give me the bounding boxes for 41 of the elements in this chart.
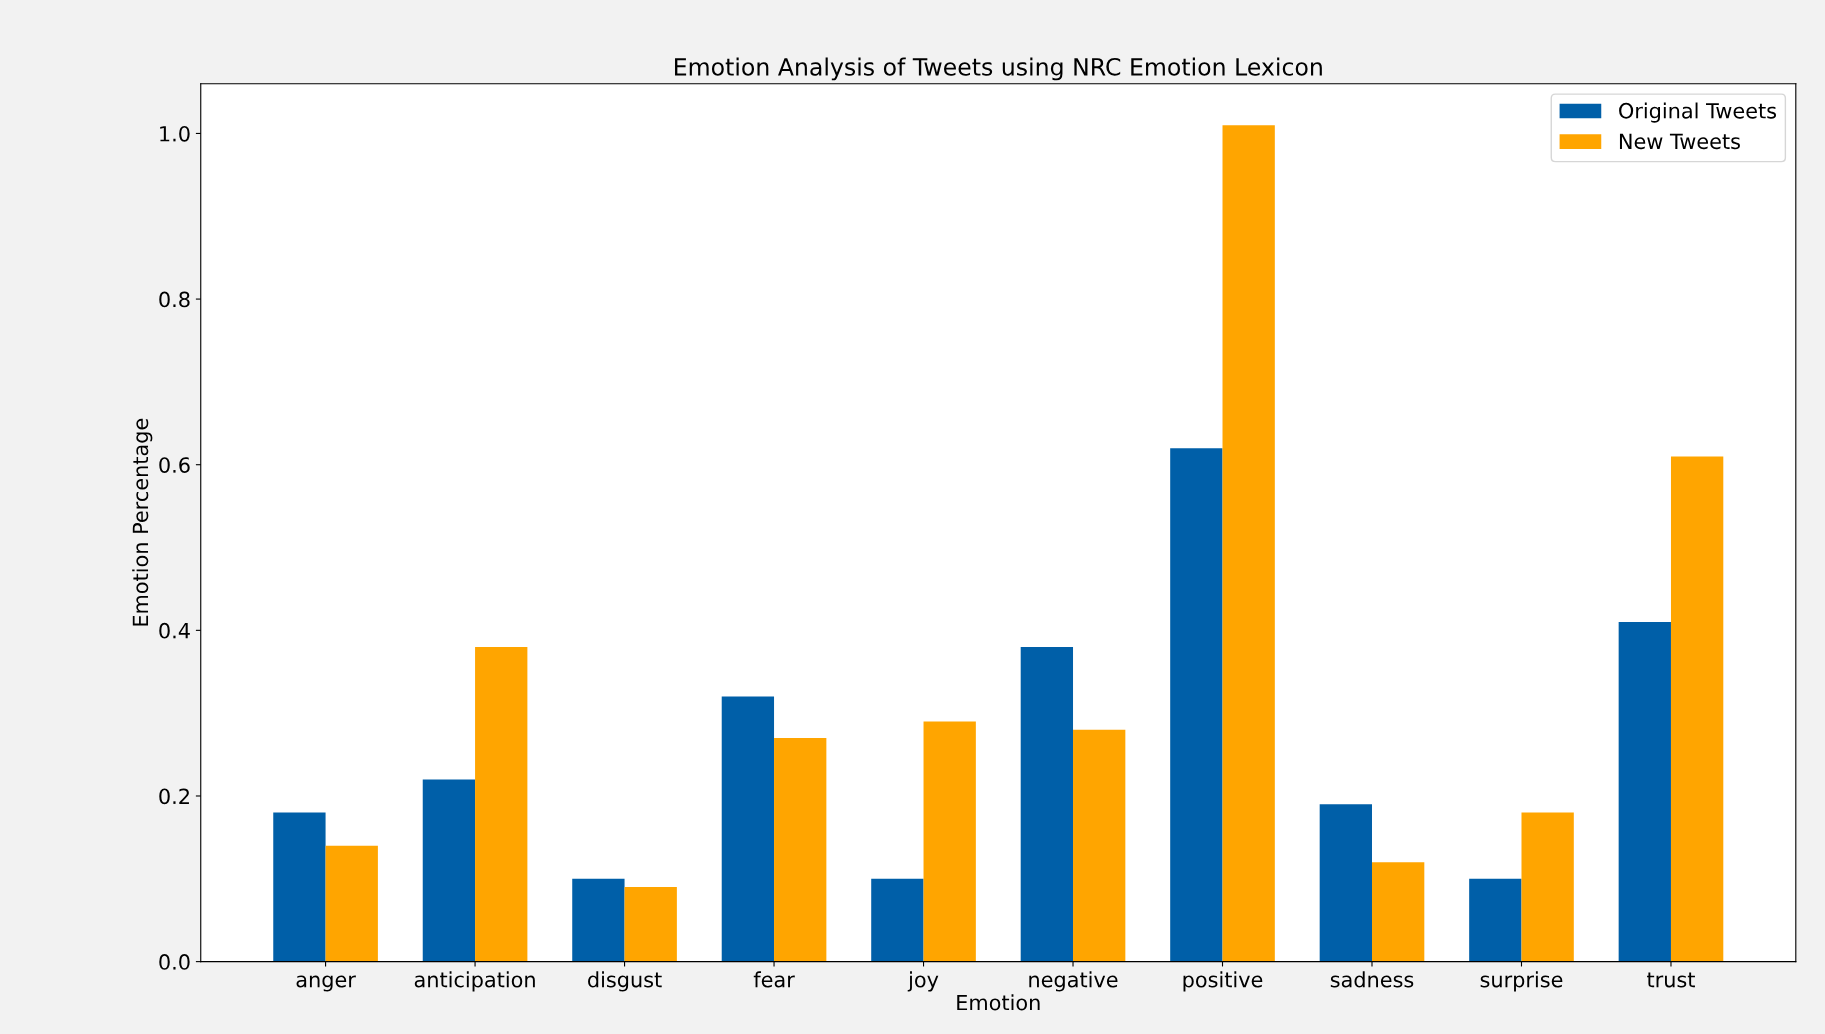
bar xyxy=(1073,729,1126,962)
bar xyxy=(475,646,528,962)
y-tick-label: 0.0 xyxy=(159,954,190,970)
bar xyxy=(1469,878,1522,962)
bar xyxy=(721,696,775,962)
x-tick-label: negative xyxy=(1029,971,1118,992)
y-tick-label: 0.8 xyxy=(159,291,190,308)
x-tick-label: anger xyxy=(296,975,356,992)
bar xyxy=(1319,804,1372,962)
bar xyxy=(624,887,677,962)
x-tick-label: positive xyxy=(1183,971,1263,992)
y-tick-label: 1.0 xyxy=(160,125,190,142)
bar xyxy=(1372,862,1425,962)
y-axis-title: Emotion Percentage xyxy=(132,418,153,626)
x-tick-label: trust xyxy=(1647,972,1695,988)
x-tick-label: anticipation xyxy=(414,971,535,992)
bar xyxy=(1170,448,1223,962)
x-tick-label: surprise xyxy=(1480,971,1563,992)
bar xyxy=(422,779,476,962)
bar xyxy=(273,812,326,962)
legend-label: Original Tweets xyxy=(1619,102,1777,123)
bar xyxy=(1222,125,1275,962)
bar xyxy=(774,738,827,962)
bar xyxy=(1020,646,1074,962)
x-tick-label: disgust xyxy=(588,971,662,992)
chart-title: Emotion Analysis of Tweets using NRC Emotion Lexicon xyxy=(675,57,1322,81)
bar xyxy=(1670,456,1724,962)
y-tick-label: 0.2 xyxy=(159,788,189,805)
bar xyxy=(871,878,924,962)
y-tick-label: 0.6 xyxy=(159,457,190,473)
bar xyxy=(1618,622,1671,962)
bar xyxy=(572,878,625,962)
legend-label: New Tweets xyxy=(1619,133,1740,150)
bar xyxy=(325,845,378,962)
y-tick-label: 0.4 xyxy=(159,622,190,639)
x-tick-label: joy xyxy=(907,971,939,992)
bar xyxy=(923,721,976,962)
x-tick-label: sadness xyxy=(1330,971,1414,988)
x-tick-label: fear xyxy=(753,971,795,988)
bar xyxy=(1521,812,1574,962)
x-axis-title: Emotion xyxy=(957,994,1040,1011)
